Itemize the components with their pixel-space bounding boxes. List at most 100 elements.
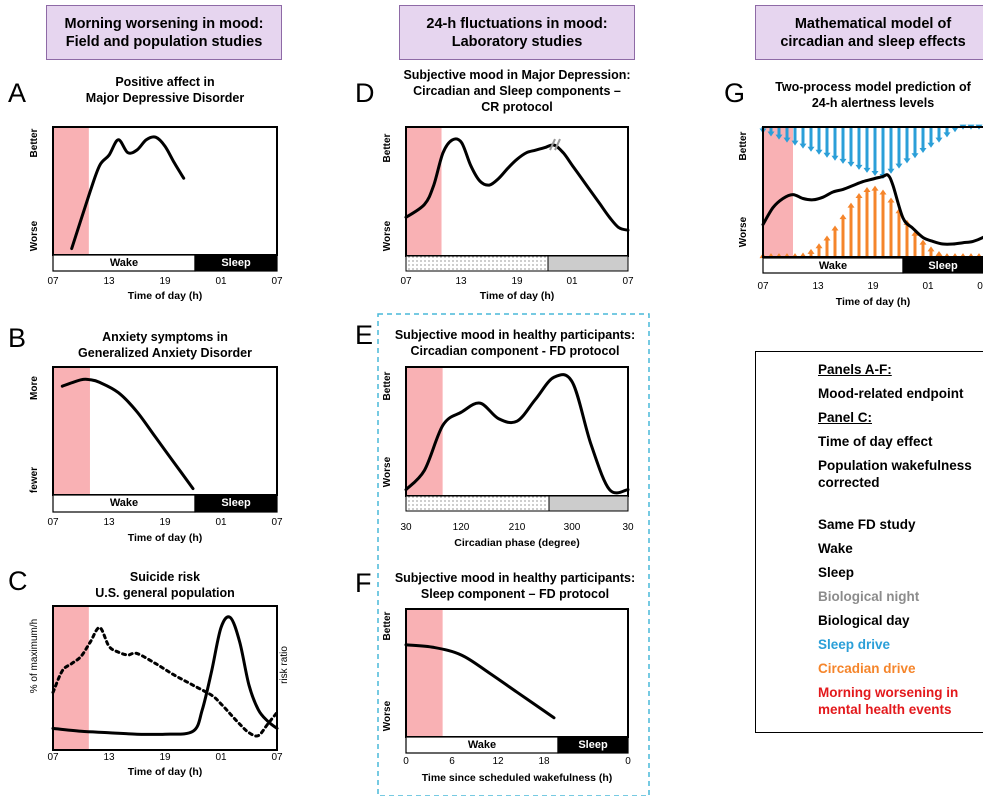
panel-f-tick: 12: [492, 756, 504, 767]
panel-c-title: Suicide risk U.S. general population: [55, 569, 275, 601]
panel-f-sleep-bar: [557, 736, 629, 754]
panel-g-title-line1: Two-process model prediction of: [775, 80, 971, 94]
panel-e-title-line1: Subjective mood in healthy participants:: [394, 328, 636, 342]
panel-b-tick: 07: [47, 517, 59, 528]
panel-d-bio-night-bar: [547, 255, 629, 272]
panel-b-sleep-bar: [194, 494, 278, 513]
panel-g-sleep-drive-arrowhead: [871, 170, 879, 176]
panel-g-circadian-drive-arrowhead: [871, 185, 879, 191]
panel-g-alertness-line: [761, 173, 983, 246]
panel-g-wake-label: Wake: [818, 260, 848, 272]
panel-g-sleep-drive-arrowhead: [943, 132, 951, 138]
legend-circadian-drive: Circadian drive: [818, 661, 916, 676]
panel-d-mood-line: [404, 137, 630, 232]
panel-g-sleep-drive-arrowhead: [911, 153, 919, 159]
panel-d-break-mark: [549, 138, 556, 151]
header-col3-line2: circadian and sleep effects: [780, 33, 966, 50]
panel-f-tick: 6: [449, 756, 455, 767]
legend-box: Panels A-F: Mood-related endpoint Panel …: [755, 351, 983, 733]
panel-c-tick: 07: [47, 752, 59, 763]
panel-e-tick: 120: [452, 522, 470, 533]
panel-f-ylabel-bottom: Worse: [382, 700, 393, 732]
legend-same-fd: Same FD study: [818, 517, 916, 532]
panel-c-ylabel-left: % of maximum/h: [29, 618, 40, 694]
panel-g-sleep-drive-arrowhead: [847, 161, 855, 167]
panel-g-letter: G: [724, 78, 746, 108]
panel-d-tick: 01: [566, 276, 578, 287]
panel-a-sleep-label: Sleep: [221, 257, 251, 269]
header-col2-line2: Laboratory studies: [451, 33, 583, 50]
header-col1-line2: Field and population studies: [65, 33, 263, 50]
panel-c-ylabel-right: risk ratio: [279, 646, 290, 684]
header-col1: Morning worsening in mood: Field and pop…: [46, 5, 282, 60]
legend-tod-effect: Time of day effect: [818, 434, 933, 449]
panel-a-tick: 13: [103, 276, 115, 287]
panel-g-sleep-drive-arrowhead: [799, 143, 807, 149]
panel-g-circadian-drive-arrowhead: [879, 189, 887, 195]
panel-c-title-line2: U.S. general population: [95, 586, 235, 600]
panel-g-tick: 0: [977, 281, 983, 292]
panel-e-mood-line: [404, 373, 630, 495]
panel-d-title: Subjective mood in Major Depression: Cir…: [392, 67, 642, 115]
panel-g-sleep-drive-arrowhead: [783, 137, 791, 143]
header-col1-line1: Morning worsening in mood:: [64, 15, 264, 32]
panel-b-letter: B: [8, 323, 27, 353]
panel-g-sleep-label: Sleep: [928, 260, 958, 272]
panel-e-ylabel-bottom: Worse: [382, 456, 393, 488]
panel-g-circadian-drive-arrowhead: [839, 214, 847, 220]
panel-b-tick: 07: [271, 517, 283, 528]
panel-d-ylabel-top: Better: [382, 133, 393, 163]
legend-panels-af: Panels A-F:: [818, 362, 892, 377]
panel-g-circadian-drive-arrowhead: [911, 230, 919, 236]
panel-e-tick: 30: [622, 522, 634, 533]
panel-e-title: Subjective mood in healthy participants:…: [384, 327, 646, 359]
panel-e-xlabel: Circadian phase (degree): [454, 537, 580, 549]
panel-a-wake-label: Wake: [109, 257, 139, 269]
panel-g-circadian-drive-arrowhead: [807, 248, 815, 254]
panel-c-tod-dotted-line: [51, 626, 279, 738]
legend-panel-c: Panel C:: [818, 410, 873, 425]
panel-f-ylabel-top: Better: [382, 611, 393, 641]
panel-f-title: Subjective mood in healthy participants:…: [384, 570, 646, 602]
panel-b-ylabel-top: More: [29, 376, 40, 400]
panel-e-bio-night-bar: [548, 495, 629, 512]
panel-g-sleep-drive-arrowhead: [951, 127, 959, 133]
panel-e-ylabel-top: Better: [382, 371, 393, 401]
panel-a-title-line1: Positive affect in: [115, 75, 215, 89]
fd-study-dashed-box: [377, 313, 650, 796]
panel-b-title-line1: Anxiety symptoms in: [102, 330, 228, 344]
panel-f-xlabel: Time since scheduled wakefulness (h): [421, 772, 613, 784]
panel-f-tick: 0: [403, 756, 409, 767]
panel-c-tick: 19: [159, 752, 171, 763]
panel-a-tick: 19: [159, 276, 171, 287]
panel-g-tick: 19: [867, 281, 879, 292]
panel-d-title-line1: Subjective mood in Major Depression:: [403, 68, 631, 82]
panel-g-frame: [762, 126, 983, 258]
legend-morning-line1: Morning worsening in: [818, 685, 959, 700]
panel-f-tick: 18: [538, 756, 550, 767]
panel-b-tick: 13: [103, 517, 115, 528]
panel-e-morning-shade: [406, 367, 443, 496]
panel-d-morning-shade: [406, 127, 442, 256]
panel-g-xlabel: Time of day (h): [835, 296, 911, 308]
panel-f-tick: 0: [625, 756, 631, 767]
panel-e-tick: 30: [400, 522, 412, 533]
panel-d-xlabel: Time of day (h): [479, 290, 555, 302]
panel-b-ylabel-bottom: fewer: [29, 466, 40, 494]
panel-b-sleep-label: Sleep: [221, 497, 251, 509]
panel-f-title-line1: Subjective mood in healthy participants:: [394, 571, 636, 585]
legend-pop-wake-line1: Population wakefulness: [818, 458, 972, 473]
panel-c-letter: C: [8, 566, 28, 596]
panel-g-sleep-drive-arrowhead: [831, 155, 839, 161]
panel-g-sleep-drive-arrowhead: [775, 134, 783, 140]
panel-g-sleep-drive-arrowhead: [823, 152, 831, 158]
legend-sleep-drive: Sleep drive: [818, 637, 891, 652]
panel-e-bio-day-bar: [405, 495, 550, 512]
panel-c-tick: 13: [103, 752, 115, 763]
panel-g-sleep-drive-arrowhead: [863, 167, 871, 173]
panel-g-circadian-drive-arrowhead: [847, 202, 855, 208]
legend-morning-line2: mental health events: [818, 702, 952, 717]
panel-g-sleep-drive-arrowhead: [895, 163, 903, 169]
header-col2-line1: 24-h fluctuations in mood:: [426, 15, 608, 32]
panel-g-sleep-drive-arrowhead: [807, 146, 815, 152]
